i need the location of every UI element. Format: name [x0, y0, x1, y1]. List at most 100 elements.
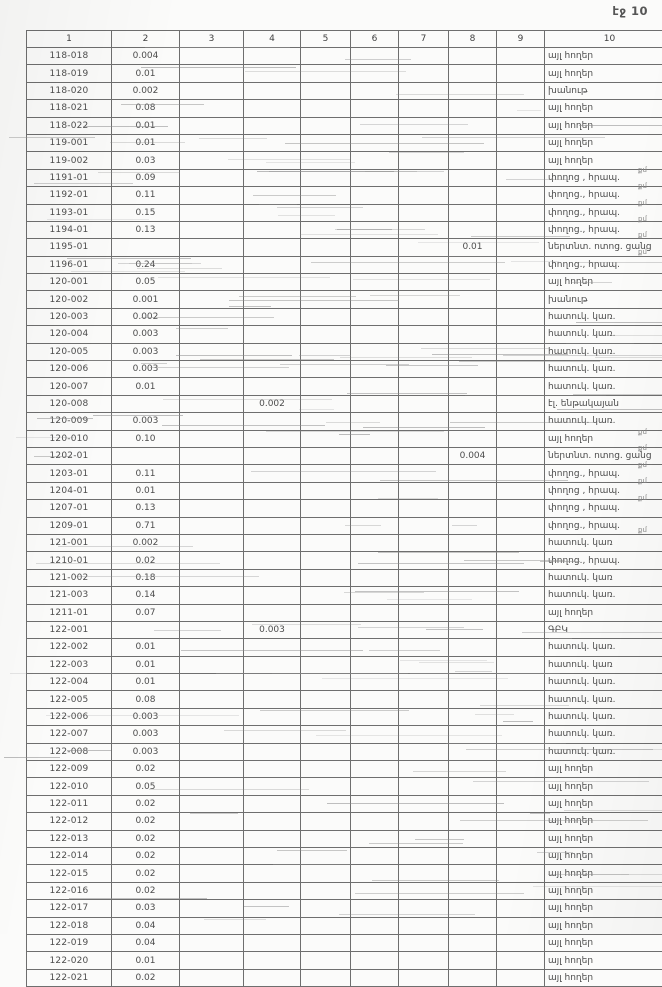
margin-mark: քմ	[638, 195, 662, 211]
cell-col-2: 0.05	[112, 274, 180, 291]
cell-col-7	[399, 708, 449, 725]
cell-col-7	[399, 482, 449, 499]
cell-col-7	[399, 621, 449, 638]
cell-col-8	[449, 569, 497, 586]
cell-col-2	[112, 621, 180, 638]
cell-col-4	[244, 761, 301, 778]
cell-col-8	[449, 761, 497, 778]
cell-col-5	[301, 534, 351, 551]
cell-col-2: 0.13	[112, 221, 180, 238]
cell-col-3	[180, 100, 244, 117]
margin-mark: քմ	[638, 424, 662, 440]
cell-col-7	[399, 830, 449, 847]
cell-col-6	[351, 343, 399, 360]
cell-col-4	[244, 465, 301, 482]
margin-mark: քմ	[638, 522, 662, 538]
cell-col-2: 0.003	[112, 326, 180, 343]
cell-col-4	[244, 117, 301, 134]
cell-col-9	[497, 100, 545, 117]
cell-col-9	[497, 152, 545, 169]
cell-col-5	[301, 134, 351, 151]
cell-parcel-code: 120-001	[27, 274, 112, 291]
cell-col-3	[180, 239, 244, 256]
cell-parcel-code: 1211-01	[27, 604, 112, 621]
cell-col-9	[497, 482, 545, 499]
cell-col-7	[399, 187, 449, 204]
cell-col-7	[399, 743, 449, 760]
cell-col-3	[180, 65, 244, 82]
cell-parcel-code: 122-006	[27, 708, 112, 725]
cell-parcel-code: 121-001	[27, 534, 112, 551]
cell-col-4	[244, 65, 301, 82]
cell-col-4	[244, 900, 301, 917]
cell-col-6	[351, 847, 399, 864]
cell-col-9	[497, 639, 545, 656]
cell-parcel-code: 119-001	[27, 134, 112, 151]
cell-col-2	[112, 395, 180, 412]
cell-col-2: 0.002	[112, 82, 180, 99]
cell-col-6	[351, 865, 399, 882]
cell-col-8	[449, 674, 497, 691]
cell-col-5	[301, 152, 351, 169]
cell-col-4	[244, 221, 301, 238]
cell-col-4	[244, 378, 301, 395]
cell-land-use-description: այլ հողեր	[545, 934, 662, 951]
cell-parcel-code: 122-007	[27, 726, 112, 743]
cell-col-2: 0.07	[112, 604, 180, 621]
cell-col-5	[301, 82, 351, 99]
cell-col-8	[449, 326, 497, 343]
cell-col-4	[244, 674, 301, 691]
cell-col-4	[244, 256, 301, 273]
cell-col-5	[301, 674, 351, 691]
cell-col-8	[449, 343, 497, 360]
cell-col-5	[301, 308, 351, 325]
column-header-3: 3	[180, 31, 244, 48]
cell-col-7	[399, 413, 449, 430]
cell-parcel-code: 1192-01	[27, 187, 112, 204]
cell-col-4	[244, 743, 301, 760]
cell-col-9	[497, 204, 545, 221]
cell-col-9	[497, 569, 545, 586]
cell-parcel-code: 1209-01	[27, 517, 112, 534]
cell-col-4	[244, 847, 301, 864]
cell-col-5	[301, 100, 351, 117]
cell-col-3	[180, 656, 244, 673]
cell-parcel-code: 118-018	[27, 48, 112, 65]
cell-col-3	[180, 934, 244, 951]
cell-col-9	[497, 291, 545, 308]
cell-col-4	[244, 934, 301, 951]
column-header-5: 5	[301, 31, 351, 48]
cell-col-6	[351, 795, 399, 812]
cell-col-8	[449, 656, 497, 673]
cell-col-9	[497, 882, 545, 899]
cell-col-5	[301, 708, 351, 725]
cell-col-4	[244, 187, 301, 204]
cell-col-9	[497, 134, 545, 151]
cell-col-4	[244, 639, 301, 656]
cell-col-6	[351, 100, 399, 117]
cell-col-8	[449, 534, 497, 551]
cell-col-2: 0.002	[112, 308, 180, 325]
cell-col-4	[244, 795, 301, 812]
cell-col-5	[301, 917, 351, 934]
cell-col-3	[180, 500, 244, 517]
cell-col-9	[497, 361, 545, 378]
cell-col-9	[497, 48, 545, 65]
cell-col-6	[351, 239, 399, 256]
cell-col-2: 0.02	[112, 882, 180, 899]
cell-col-7	[399, 343, 449, 360]
cell-col-7	[399, 256, 449, 273]
cell-col-8	[449, 430, 497, 447]
cell-col-3	[180, 169, 244, 186]
cell-col-8	[449, 865, 497, 882]
cell-parcel-code: 120-004	[27, 326, 112, 343]
cell-col-3	[180, 552, 244, 569]
cell-col-7	[399, 569, 449, 586]
cell-col-4	[244, 569, 301, 586]
cell-col-4	[244, 500, 301, 517]
cell-parcel-code: 120-010	[27, 430, 112, 447]
